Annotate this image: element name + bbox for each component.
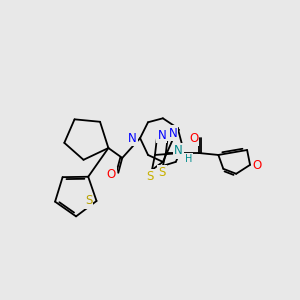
Text: O: O	[107, 168, 116, 181]
Text: S: S	[158, 166, 166, 179]
Text: H: H	[185, 154, 192, 164]
Text: O: O	[252, 159, 262, 172]
Text: S: S	[85, 194, 92, 208]
Text: S: S	[146, 170, 154, 183]
Text: N: N	[174, 145, 183, 158]
Text: N: N	[128, 132, 136, 145]
Text: O: O	[189, 132, 198, 145]
Text: N: N	[168, 127, 177, 140]
Text: N: N	[158, 129, 166, 142]
